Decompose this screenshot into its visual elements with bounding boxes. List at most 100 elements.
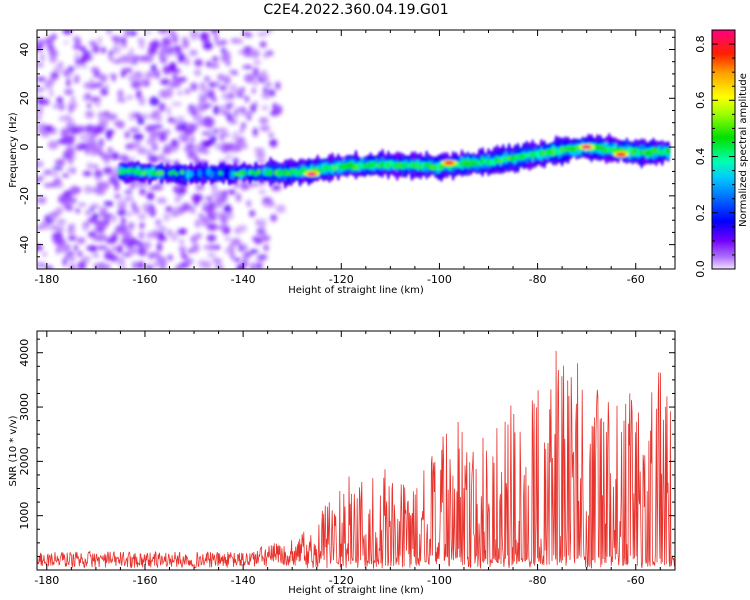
spectrogram-cell	[150, 251, 161, 259]
spectrogram-cell	[90, 203, 100, 209]
spectrogram-cell	[225, 102, 232, 110]
spectrogram-cell	[179, 170, 185, 175]
spectrogram-cell	[205, 196, 214, 201]
spectrogram-cell	[193, 202, 199, 206]
spectrogram-cell	[258, 254, 268, 260]
spectrogram-cell	[85, 92, 91, 100]
spectrogram-cell	[90, 66, 100, 74]
colorbar-tick-label: 0.8	[694, 35, 707, 53]
spectrogram-cell	[66, 117, 75, 126]
spectrogram-cell	[71, 126, 78, 135]
spectrogram-cell	[191, 243, 200, 253]
spectrogram-cell	[43, 183, 55, 188]
spectrogram-cell	[77, 250, 83, 258]
spectrogram-cell	[181, 202, 192, 212]
spectrogram-cell	[125, 95, 134, 100]
spectrogram-cell	[62, 70, 69, 77]
spectrogram-cell	[82, 170, 92, 177]
spectrogram-cell	[113, 120, 125, 127]
spectrogram-cell	[146, 192, 155, 201]
y-tick-label: 1000	[18, 502, 31, 530]
spectrogram-cell	[238, 245, 244, 252]
spectrogram-cell	[68, 104, 74, 114]
spectrogram-cell	[111, 44, 121, 55]
spectrogram-cell	[167, 116, 175, 123]
spectrogram-cell	[272, 102, 278, 112]
spectrogram-cell	[201, 36, 210, 44]
spectrogram-cell	[233, 257, 242, 262]
spectrogram-cell	[58, 115, 67, 122]
spectrogram-cell	[128, 127, 140, 133]
spectrogram-cell	[177, 90, 183, 96]
spectrogram-cell	[163, 51, 169, 60]
spectrogram-cell	[123, 196, 134, 201]
spectrogram-hotspot	[444, 160, 455, 165]
spectrogram-cell	[112, 246, 117, 251]
spectrogram-cell	[37, 77, 47, 82]
spectrogram-cell	[194, 121, 203, 127]
spectrogram-cell	[219, 104, 226, 113]
spectrogram-cell	[66, 228, 76, 235]
spectrogram-cell	[101, 46, 106, 54]
spectrogram-cell	[194, 232, 203, 239]
spectrogram-cell	[132, 206, 141, 215]
spectrogram-cell	[67, 66, 75, 72]
colorbar-tick-label: 0.4	[694, 148, 707, 166]
spectrogram-cell	[92, 253, 100, 258]
spectrogram-cell	[110, 35, 121, 41]
spectrogram-cell	[270, 214, 278, 222]
spectrogram-cell	[45, 265, 53, 269]
spectrogram-cell	[203, 116, 212, 121]
spectrogram-cell	[252, 127, 258, 137]
spectrogram-cell	[235, 192, 242, 203]
spectrogram-cell	[242, 254, 249, 263]
spectrogram-cell	[259, 41, 267, 48]
spectrogram-cell	[121, 156, 130, 161]
spectrogram-cell	[55, 245, 60, 255]
spectrogram-cell	[62, 30, 73, 35]
spectrogram-cell	[42, 124, 54, 131]
x-tick-label: -120	[329, 273, 354, 286]
spectrogram-cell	[148, 155, 159, 164]
spectrogram-cell	[182, 39, 190, 49]
spectrogram-cell	[88, 40, 97, 47]
y-tick-label: 3000	[18, 393, 31, 421]
spectrogram-cell	[144, 126, 154, 132]
spectrogram-cell	[261, 105, 269, 111]
spectrogram-cell	[241, 31, 251, 37]
spectrogram-cell	[69, 263, 76, 269]
spectrogram-cell	[263, 51, 269, 59]
spectrogram-cell	[262, 196, 273, 203]
spectrogram-cell	[211, 96, 217, 102]
spectrogram-cell	[162, 65, 172, 75]
figure-title: C2E4.2022.360.04.19.G01	[263, 2, 448, 18]
spectrogram-cell	[170, 138, 179, 148]
spectrogram-cell	[46, 44, 55, 51]
spectrogram-cell	[205, 60, 212, 68]
spectrogram-cell	[131, 261, 138, 269]
spectrogram-cell	[56, 218, 67, 226]
spectrogram-cell	[37, 129, 47, 135]
spectrogram-cell	[184, 88, 191, 95]
spectrogram-cell	[114, 182, 119, 192]
spectrogram-cell	[187, 152, 198, 161]
spectrogram-cell	[147, 46, 157, 56]
spectrogram-cell	[209, 170, 215, 178]
spectrogram-cell	[86, 143, 92, 150]
spectrogram-cell	[91, 213, 100, 219]
spectrogram-cell	[117, 89, 124, 99]
spectrogram-cell	[92, 146, 103, 155]
spectrogram-cell	[259, 125, 271, 132]
spectrogram-cell	[248, 182, 259, 188]
spectrogram-cell	[127, 73, 138, 82]
spectrogram-cell	[130, 79, 142, 89]
spectrogram-cell	[174, 196, 181, 203]
spectrogram-cell	[143, 208, 153, 214]
spectrogram-cell	[261, 234, 271, 242]
spectrogram-cell	[241, 170, 247, 175]
spectrogram-cell	[86, 162, 92, 170]
spectrogram-cell	[241, 122, 247, 130]
spectrogram-cell	[71, 167, 76, 175]
spectrogram-cell	[144, 71, 155, 79]
spectrogram-cell	[116, 98, 127, 103]
